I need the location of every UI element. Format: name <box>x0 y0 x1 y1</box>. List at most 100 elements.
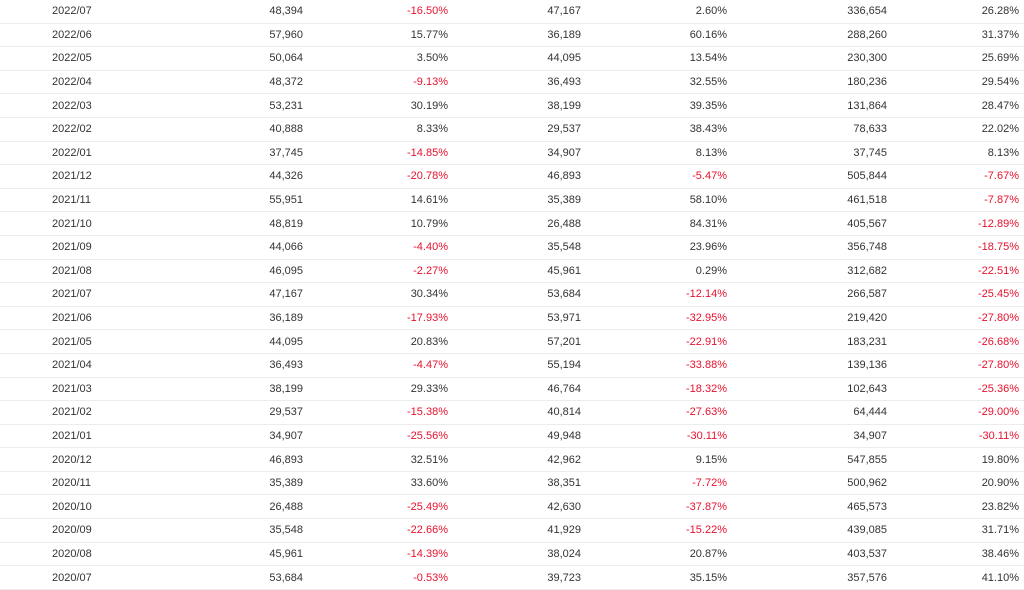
month-cell: 2021/05 <box>0 329 120 354</box>
value-cell: 37,745 <box>120 141 303 166</box>
change-cell: -18.75% <box>887 235 1024 260</box>
change-cell: -22.91% <box>581 329 727 354</box>
change-cell: 32.51% <box>303 447 448 472</box>
change-cell: -22.51% <box>887 259 1024 284</box>
cumulative-cell: 357,576 <box>727 565 887 590</box>
change-cell: -30.11% <box>887 424 1024 449</box>
value-cell: 55,951 <box>120 188 303 213</box>
change-cell: 30.34% <box>303 282 448 307</box>
month-cell: 2020/07 <box>0 565 120 590</box>
value-cell: 29,537 <box>448 117 581 142</box>
table-row: 2021/03 38,199 29.33% 46,764 -18.32% 102,643-… <box>0 377 1024 402</box>
value-cell: 40,888 <box>120 117 303 142</box>
value-cell: 42,962 <box>448 447 581 472</box>
change-cell: -14.39% <box>303 542 448 567</box>
value-cell: 53,231 <box>120 93 303 118</box>
value-cell: 46,095 <box>120 259 303 284</box>
change-cell: 32.55% <box>581 70 727 95</box>
change-cell: 35.15% <box>581 565 727 590</box>
table-row: 2022/04 48,372 -9.13% 36,493 32.55% 180,236 29… <box>0 70 1024 95</box>
value-cell: 48,819 <box>120 211 303 236</box>
table-row: 2020/07 53,684 -0.53% 39,723 35.15% 357,576 41… <box>0 565 1024 590</box>
change-cell: 3.50% <box>303 46 448 71</box>
month-cell: 2021/04 <box>0 353 120 378</box>
month-cell: 2020/08 <box>0 542 120 567</box>
month-cell: 2021/12 <box>0 164 120 189</box>
change-cell: -12.14% <box>581 282 727 307</box>
value-cell: 46,893 <box>120 447 303 472</box>
change-cell: -25.49% <box>303 494 448 520</box>
change-cell: 13.54% <box>581 46 727 71</box>
cumulative-cell: 183,231 <box>727 329 887 354</box>
value-cell: 45,961 <box>120 542 303 567</box>
change-cell: -9.13% <box>303 70 448 95</box>
cumulative-cell: 180,236 <box>727 70 887 95</box>
value-cell: 44,066 <box>120 235 303 260</box>
table-row: 2021/05 44,095 20.83% 57,201 -22.91% 183,231-… <box>0 329 1024 354</box>
change-cell: -14.85% <box>303 141 448 166</box>
change-cell: 41.10% <box>887 565 1024 590</box>
value-cell: 53,684 <box>120 565 303 590</box>
change-cell: 38.46% <box>887 542 1024 567</box>
cumulative-cell: 266,587 <box>727 282 887 307</box>
change-cell: -5.47% <box>581 164 727 189</box>
value-cell: 38,351 <box>448 471 581 496</box>
change-cell: 28.47% <box>887 93 1024 118</box>
table-row: 2020/09 35,548 -22.66% 41,929 -15.22% 439,085… <box>0 518 1024 543</box>
change-cell: -25.45% <box>887 282 1024 307</box>
cumulative-cell: 288,260 <box>727 23 887 48</box>
cumulative-cell: 37,745 <box>727 141 887 166</box>
change-cell: 84.31% <box>581 211 727 236</box>
cumulative-cell: 356,748 <box>727 235 887 260</box>
value-cell: 41,929 <box>448 518 581 543</box>
value-cell: 42,630 <box>448 494 581 520</box>
month-cell: 2022/05 <box>0 46 120 71</box>
change-cell: 29.54% <box>887 70 1024 95</box>
change-cell: -15.38% <box>303 400 448 425</box>
change-cell: 8.33% <box>303 117 448 142</box>
cumulative-cell: 336,654 <box>727 0 887 24</box>
value-cell: 38,024 <box>448 542 581 567</box>
cumulative-cell: 64,444 <box>727 400 887 425</box>
change-cell: 15.77% <box>303 23 448 48</box>
month-cell: 2021/09 <box>0 235 120 260</box>
change-cell: 58.10% <box>581 188 727 213</box>
month-cell: 2021/08 <box>0 259 120 284</box>
table-row: 2021/12 44,326 -20.78% 46,893 -5.47% 505,844-… <box>0 164 1024 189</box>
change-cell: -27.63% <box>581 400 727 425</box>
cumulative-cell: 219,420 <box>727 306 887 331</box>
month-cell: 2021/01 <box>0 424 120 449</box>
value-cell: 47,167 <box>448 0 581 24</box>
change-cell: 0.29% <box>581 259 727 284</box>
month-cell: 2022/01 <box>0 141 120 166</box>
value-cell: 49,948 <box>448 424 581 449</box>
cumulative-cell: 102,643 <box>727 377 887 402</box>
cumulative-cell: 500,962 <box>727 471 887 496</box>
month-cell: 2022/07 <box>0 0 120 24</box>
change-cell: 23.96% <box>581 235 727 260</box>
value-cell: 39,723 <box>448 565 581 590</box>
month-cell: 2020/12 <box>0 447 120 472</box>
change-cell: 60.16% <box>581 23 727 48</box>
month-cell: 2022/06 <box>0 23 120 48</box>
table-row: 2021/06 36,189 -17.93% 53,971 -32.95% 219,420… <box>0 306 1024 331</box>
cumulative-cell: 465,573 <box>727 494 887 520</box>
table-row: 2022/03 53,231 30.19% 38,199 39.35% 131,864 28… <box>0 93 1024 118</box>
change-cell: 38.43% <box>581 117 727 142</box>
value-cell: 53,684 <box>448 282 581 307</box>
change-cell: 31.71% <box>887 518 1024 543</box>
value-cell: 29,537 <box>120 400 303 425</box>
change-cell: 20.90% <box>887 471 1024 496</box>
month-cell: 2022/02 <box>0 117 120 142</box>
cumulative-cell: 230,300 <box>727 46 887 71</box>
month-cell: 2021/07 <box>0 282 120 307</box>
change-cell: -18.32% <box>581 377 727 402</box>
change-cell: 22.02% <box>887 117 1024 142</box>
change-cell: -16.50% <box>303 0 448 24</box>
cumulative-cell: 34,907 <box>727 424 887 449</box>
change-cell: 14.61% <box>303 188 448 213</box>
value-cell: 38,199 <box>120 377 303 402</box>
change-cell: -15.22% <box>581 518 727 543</box>
month-cell: 2021/11 <box>0 188 120 213</box>
